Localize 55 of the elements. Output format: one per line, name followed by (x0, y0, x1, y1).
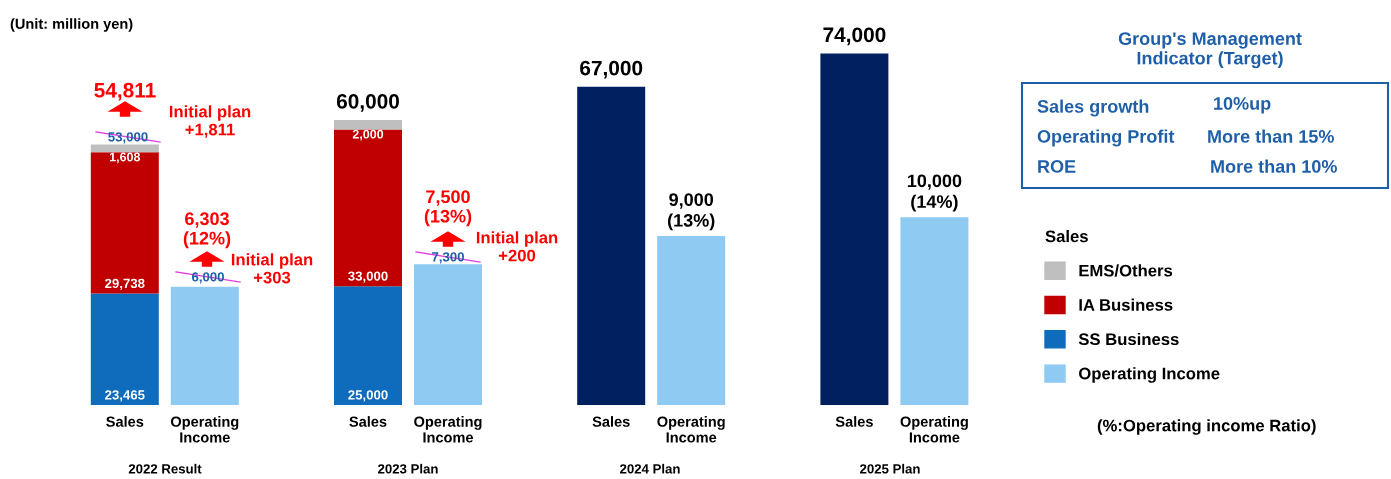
x-tick-label: Operating Income (657, 416, 725, 443)
text: Operating Profit (1037, 129, 1175, 147)
bar (334, 129, 402, 287)
annotation: 54,811 (94, 82, 156, 101)
legend-title: Sales (1045, 230, 1088, 243)
bar (90, 152, 159, 294)
bar (170, 286, 239, 405)
text: 10%up (1214, 97, 1271, 114)
data-label: 29,738 (105, 278, 145, 290)
total-label: 74,000 (823, 27, 886, 46)
bar (90, 293, 159, 405)
text: 2022 Result (128, 463, 202, 474)
total-label: 67,000 (580, 60, 643, 79)
text: 2024 Plan (620, 463, 680, 474)
x-tick-label: Operating Income (414, 416, 482, 443)
x-tick-label: Operating Income (900, 416, 968, 443)
legend-label: SS Business (1078, 332, 1179, 346)
text: (Unit: million yen) (10, 18, 133, 32)
annotation: 7,500 (13%) (424, 190, 472, 227)
text: More than 15% (1208, 129, 1334, 143)
annotation: 6,303 (12%) (183, 212, 231, 249)
data-label: 10,000 (14%) (907, 174, 962, 212)
x-tick-label: Sales (106, 416, 144, 427)
data-label: 25,000 (348, 390, 388, 402)
x-tick-label: Sales (349, 416, 387, 427)
x-tick-label: Operating Income (170, 416, 239, 443)
text: 2023 Plan (378, 463, 438, 474)
data-label: 9,000 (13%) (668, 193, 715, 231)
text: More than 10% (1211, 159, 1337, 173)
legend-label: Operating Income (1079, 367, 1220, 383)
bar (334, 119, 402, 130)
bar (334, 286, 402, 405)
x-tick-label: Sales (835, 416, 873, 427)
legend-label: IA Business (1079, 298, 1173, 311)
bar (820, 53, 889, 405)
bar (657, 235, 726, 405)
data-label: 23,465 (105, 390, 145, 402)
bar (414, 264, 482, 405)
annotation: Initial plan +303 (231, 253, 313, 284)
text: 2025 Plan (860, 463, 920, 474)
legend-label: EMS/Others (1079, 264, 1173, 277)
text: ROE (1038, 160, 1076, 173)
text: Sales growth (1037, 99, 1149, 117)
bar (577, 86, 646, 405)
total-label: 60,000 (336, 93, 400, 112)
text: Group's Management Indicator (Target) (1118, 32, 1302, 69)
bar (900, 217, 969, 405)
bar (90, 144, 159, 153)
data-label: 33,000 (348, 271, 388, 283)
text: (%:Operating income Ratio) (1097, 419, 1316, 435)
annotation: Initial plan +200 (476, 231, 558, 262)
data-label: 1,608 (109, 152, 141, 164)
x-tick-label: Sales (592, 416, 630, 427)
data-label: 2,000 (352, 129, 384, 141)
annotation: Initial plan +1,811 (169, 105, 251, 138)
